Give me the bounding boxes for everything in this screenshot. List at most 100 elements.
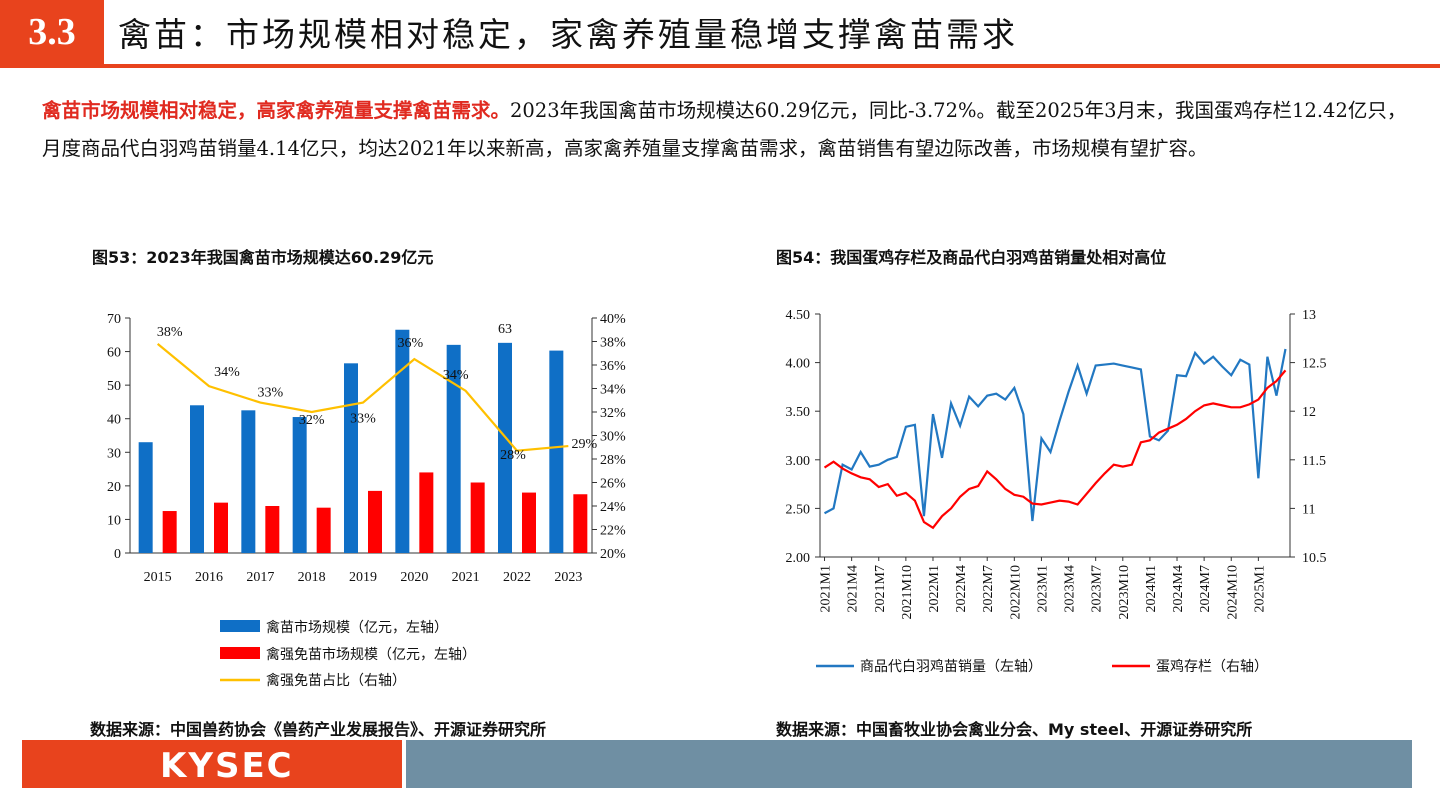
x-tick-label: 2024M7 [1198, 565, 1213, 612]
left-tick-label: 50 [107, 379, 121, 394]
x-tick-label: 2017 [246, 570, 274, 585]
right-tick-label: 13 [1302, 308, 1316, 323]
right-tick-label: 40% [600, 312, 626, 327]
line-layer-inventory [823, 369, 1287, 530]
right-tick-label: 36% [600, 359, 626, 374]
bar-mandatory-vaccine [316, 507, 331, 553]
right-tick-label: 11 [1302, 502, 1315, 517]
right-tick-label: 20% [600, 547, 626, 562]
legend-label-broiler-chick-sales: 商品代白羽鸡苗销量（左轴） [860, 658, 1042, 675]
bar-mandatory-vaccine [265, 506, 280, 553]
left-tick-label: 60 [107, 346, 121, 361]
x-tick-label: 2023M1 [1035, 565, 1050, 612]
left-tick-label: 3.50 [786, 405, 811, 420]
bar-market-size [241, 410, 256, 553]
x-tick-label: 2016 [195, 570, 223, 585]
left-tick-label: 2.50 [786, 502, 811, 517]
x-tick-label: 2019 [349, 570, 377, 585]
left-tick-label: 40 [107, 413, 121, 428]
right-tick-label: 12 [1302, 405, 1316, 420]
data-label-share: 29% [571, 437, 597, 452]
left-tick-label: 30 [107, 446, 121, 461]
x-tick-label: 2024M1 [1144, 565, 1159, 612]
right-tick-label: 12.5 [1302, 357, 1327, 372]
footer-bar [406, 740, 1412, 788]
figure54-title: 图54：我国蛋鸡存栏及商品代白羽鸡苗销量处相对高位 [776, 248, 1167, 267]
x-tick-label: 2022M1 [927, 565, 942, 612]
right-tick-label: 30% [600, 430, 626, 445]
bar-mandatory-vaccine [214, 502, 228, 553]
x-tick-label: 2023M10 [1117, 565, 1132, 619]
line-vaccine-share [156, 343, 569, 452]
x-tick-label: 2015 [144, 570, 172, 585]
x-tick-label: 2024M4 [1171, 565, 1186, 612]
data-label-share: 33% [350, 412, 376, 427]
bar-mandatory-vaccine [470, 482, 485, 553]
data-label-market-size: 63 [498, 322, 512, 337]
figure54-source: 数据来源：中国畜牧业协会禽业分会、My steel、开源证券研究所 [776, 720, 1253, 739]
data-label-share: 33% [257, 386, 283, 401]
header-rule [0, 64, 1440, 68]
x-tick-label: 2021M7 [873, 565, 888, 612]
data-label-share: 36% [397, 336, 423, 351]
x-tick-label: 2018 [298, 570, 326, 585]
legend-label-vaccine-share: 禽强免苗占比（右轴） [266, 672, 406, 689]
left-tick-label: 3.00 [786, 454, 811, 469]
left-tick-label: 2.00 [786, 551, 811, 566]
footer-brand-bar [22, 740, 402, 788]
right-tick-label: 22% [600, 524, 626, 539]
bar-market-size [344, 363, 358, 553]
right-tick-label: 38% [600, 336, 626, 351]
bar-market-size [395, 329, 410, 553]
right-tick-label: 24% [600, 500, 626, 515]
bar-mandatory-vaccine [419, 472, 434, 553]
figure53-title: 图53：2023年我国禽苗市场规模达60.29亿元 [92, 248, 434, 267]
x-tick-label: 2021 [452, 570, 480, 585]
left-tick-label: 4.00 [786, 357, 811, 372]
x-tick-label: 2022 [503, 570, 531, 585]
data-label-share: 34% [443, 368, 469, 383]
legend-label-mandatory-vaccine: 禽强免苗市场规模（亿元，左轴） [266, 646, 476, 663]
bar-market-size [446, 344, 461, 553]
x-tick-label: 2024M10 [1225, 565, 1240, 619]
legend-swatch-market-size [220, 620, 260, 632]
left-tick-label: 70 [107, 312, 121, 327]
footer-logo: KYSEC [160, 746, 294, 786]
lead-body: 2023年我国禽苗市场规模达60.29亿元，同比-3.72%。截至2025年3月… [42, 99, 1407, 160]
right-tick-label: 11.5 [1302, 454, 1326, 469]
page-title: 禽苗：市场规模相对稳定，家禽养殖量稳增支撑禽苗需求 [118, 15, 1018, 54]
line-broiler-chick-sales [823, 348, 1287, 522]
bar-mandatory-vaccine [162, 511, 177, 553]
legend-label-market-size: 禽苗市场规模（亿元，左轴） [266, 619, 448, 636]
bar-market-size [138, 442, 153, 553]
data-label-share: 28% [500, 448, 526, 463]
right-tick-label: 26% [600, 477, 626, 492]
x-tick-label: 2021M10 [900, 565, 915, 619]
figure53-source: 数据来源：中国兽药协会《兽药产业发展报告》、开源证券研究所 [90, 720, 547, 739]
left-tick-label: 10 [107, 513, 121, 528]
data-label-share: 34% [214, 365, 240, 380]
chart-market-size: 0 10 20 30 40 50 60 70 20% 22% 24% 26% 28% 30% 32% 34% 3… [107, 312, 626, 689]
data-label-share: 38% [157, 325, 183, 340]
right-tick-label: 34% [600, 383, 626, 398]
lead-paragraph: 禽苗市场规模相对稳定，高家禽养殖量支撑禽苗需求。2023年我国禽苗市场规模达60… [42, 92, 1414, 168]
x-tick-label: 2022M7 [981, 565, 996, 612]
x-tick-label: 2022M4 [954, 565, 969, 612]
right-tick-label: 10.5 [1302, 551, 1327, 566]
left-tick-label: 20 [107, 480, 121, 495]
chart-broiler-layer: 2.00 2.50 3.00 3.50 4.00 4.50 10.5 11 11.5 12 12.5… [786, 308, 1327, 675]
x-tick-label: 2021M4 [846, 565, 861, 612]
right-tick-label: 32% [600, 406, 626, 421]
lead-highlight: 禽苗市场规模相对稳定，高家禽养殖量支撑禽苗需求。 [42, 99, 511, 122]
bar-mandatory-vaccine [368, 490, 382, 553]
bar-mandatory-vaccine [573, 494, 588, 553]
bar-mandatory-vaccine [522, 492, 536, 553]
x-tick-label: 2020 [400, 570, 428, 585]
bar-market-size [498, 342, 512, 553]
x-tick-label: 2023M7 [1090, 565, 1105, 612]
data-label-share: 32% [299, 413, 325, 428]
bar-market-size [292, 417, 307, 553]
x-tick-label: 2023M4 [1063, 565, 1078, 612]
section-number-badge: 3.3 [0, 0, 104, 64]
x-tick-label: 2022M10 [1008, 565, 1023, 619]
